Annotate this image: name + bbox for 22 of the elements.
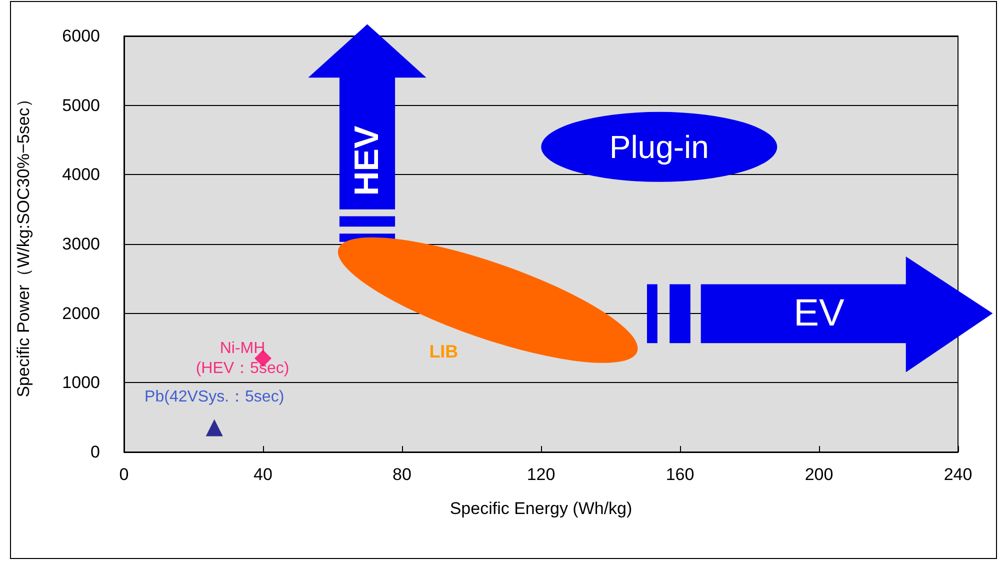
x-tick-label: 120: [526, 465, 556, 484]
x-tick-label: 200: [804, 465, 834, 484]
x-axis-title: Specific Energy (Wh/kg): [450, 499, 632, 518]
x-tick-label: 80: [392, 465, 412, 484]
x-tick-label: 160: [666, 465, 694, 484]
y-tick-label: 2000: [62, 304, 100, 323]
x-tick-label: 0: [119, 465, 129, 484]
y-tick-label: 1000: [62, 373, 100, 392]
annotation: HEV: [348, 126, 386, 196]
y-axis-title: Specific Power（W/kg:SOC30%−5sec）: [14, 90, 33, 398]
y-tick-label: 5000: [62, 96, 100, 115]
x-tick-label: 240: [944, 465, 972, 484]
series-label: Ni-MH (HEV：5sec): [196, 340, 290, 377]
y-tick-label: 3000: [62, 234, 100, 254]
annotation: LIB: [429, 341, 458, 362]
annotation: EV: [794, 292, 845, 334]
x-tick-label: 40: [254, 465, 272, 484]
y-tick-label: 6000: [62, 26, 100, 46]
series-label: Pb(42VSys.：5sec): [144, 388, 284, 406]
y-tick-label: 4000: [62, 165, 100, 184]
y-tick-label: 0: [90, 442, 100, 462]
annotation: Plug-in: [609, 128, 709, 165]
